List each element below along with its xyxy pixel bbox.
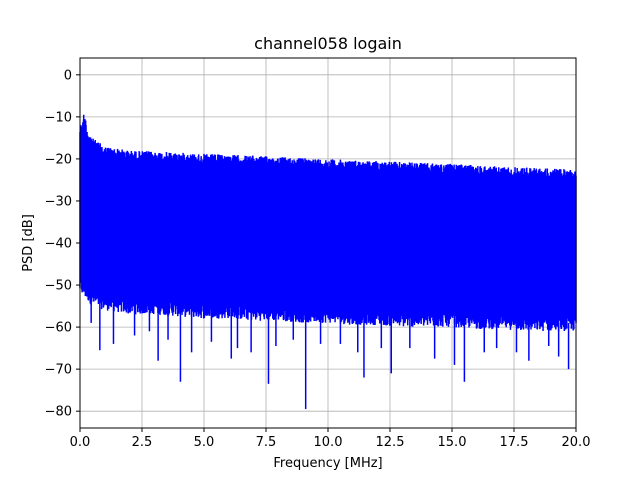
- x-axis-ticks: 0.0 2.5 5.0 7.5 10.0 12.5 15.0 17.5 20.0: [70, 428, 591, 450]
- y-axis-label: PSD [dB]: [21, 214, 36, 272]
- x-tick-label: 20.0: [562, 435, 591, 450]
- y-tick-label: −80: [45, 405, 72, 420]
- x-tick-label: 15.0: [438, 435, 467, 450]
- psd-band: [80, 123, 576, 319]
- y-tick-label: 0: [64, 68, 72, 83]
- x-tick-label: 5.0: [194, 435, 215, 450]
- chart-title: channel058 logain: [254, 34, 402, 53]
- x-axis-label: Frequency [MHz]: [273, 456, 382, 471]
- y-tick-label: −60: [45, 321, 72, 336]
- y-tick-label: −30: [45, 194, 72, 209]
- y-tick-label: −40: [45, 237, 72, 252]
- y-axis-ticks: 0 −10 −20 −30 −40 −50 −60 −70 −80: [45, 68, 80, 420]
- x-tick-label: 0.0: [70, 435, 91, 450]
- y-tick-label: −50: [45, 279, 72, 294]
- x-tick-label: 12.5: [376, 435, 405, 450]
- x-tick-label: 17.5: [500, 435, 529, 450]
- x-tick-label: 10.0: [314, 435, 343, 450]
- x-tick-label: 2.5: [132, 435, 153, 450]
- y-tick-label: −70: [45, 363, 72, 378]
- x-tick-label: 7.5: [256, 435, 277, 450]
- y-tick-label: −10: [45, 110, 72, 125]
- y-tick-label: −20: [45, 152, 72, 167]
- plot-area: [79, 114, 577, 410]
